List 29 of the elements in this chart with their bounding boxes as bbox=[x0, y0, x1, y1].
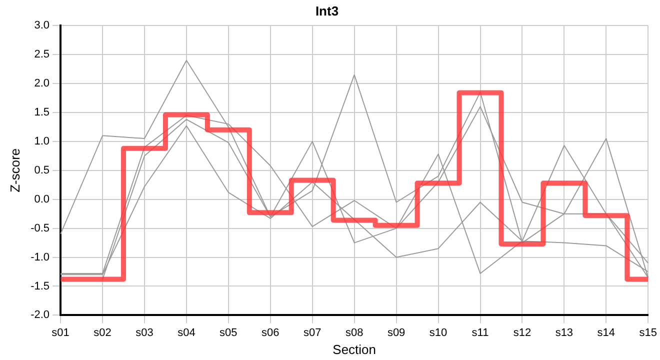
x-tick-label: s02 bbox=[94, 326, 112, 339]
y-tick-label: 3.0 bbox=[34, 20, 50, 32]
x-tick-label: s08 bbox=[345, 326, 364, 339]
y-tick-label: 1.0 bbox=[34, 135, 50, 148]
y-tick-label: 2.5 bbox=[34, 48, 50, 61]
x-tick-label: s14 bbox=[597, 326, 616, 339]
x-tick-label: s11 bbox=[472, 326, 489, 339]
x-tick-label: s04 bbox=[178, 326, 196, 339]
x-tick-label: s09 bbox=[387, 326, 406, 339]
x-tick-label: s01 bbox=[52, 326, 70, 339]
x-tick-label: s12 bbox=[513, 326, 532, 339]
y-tick-label: 2.0 bbox=[34, 78, 50, 90]
y-tick-label: -2.0 bbox=[30, 309, 50, 322]
y-tick-label: -1.0 bbox=[30, 251, 50, 264]
x-axis-title: Section bbox=[332, 342, 376, 357]
x-tick-label: s03 bbox=[136, 326, 154, 339]
y-tick-label: 0.0 bbox=[34, 193, 50, 206]
x-tick-label: s05 bbox=[220, 326, 238, 339]
y-tick-label: 1.5 bbox=[34, 106, 50, 119]
y-axis-title: Z-score bbox=[7, 148, 22, 192]
chart-title: Int3 bbox=[315, 3, 339, 18]
x-tick-label: s13 bbox=[555, 326, 574, 339]
y-tick-label: 0.5 bbox=[34, 164, 50, 176]
y-tick-label: -1.5 bbox=[30, 280, 50, 292]
y-tick-label: -0.5 bbox=[30, 222, 50, 234]
x-tick-label: s07 bbox=[304, 326, 322, 339]
x-tick-label: s06 bbox=[262, 326, 280, 339]
x-tick-label: s15 bbox=[639, 326, 658, 339]
x-tick-label: s10 bbox=[429, 326, 448, 339]
